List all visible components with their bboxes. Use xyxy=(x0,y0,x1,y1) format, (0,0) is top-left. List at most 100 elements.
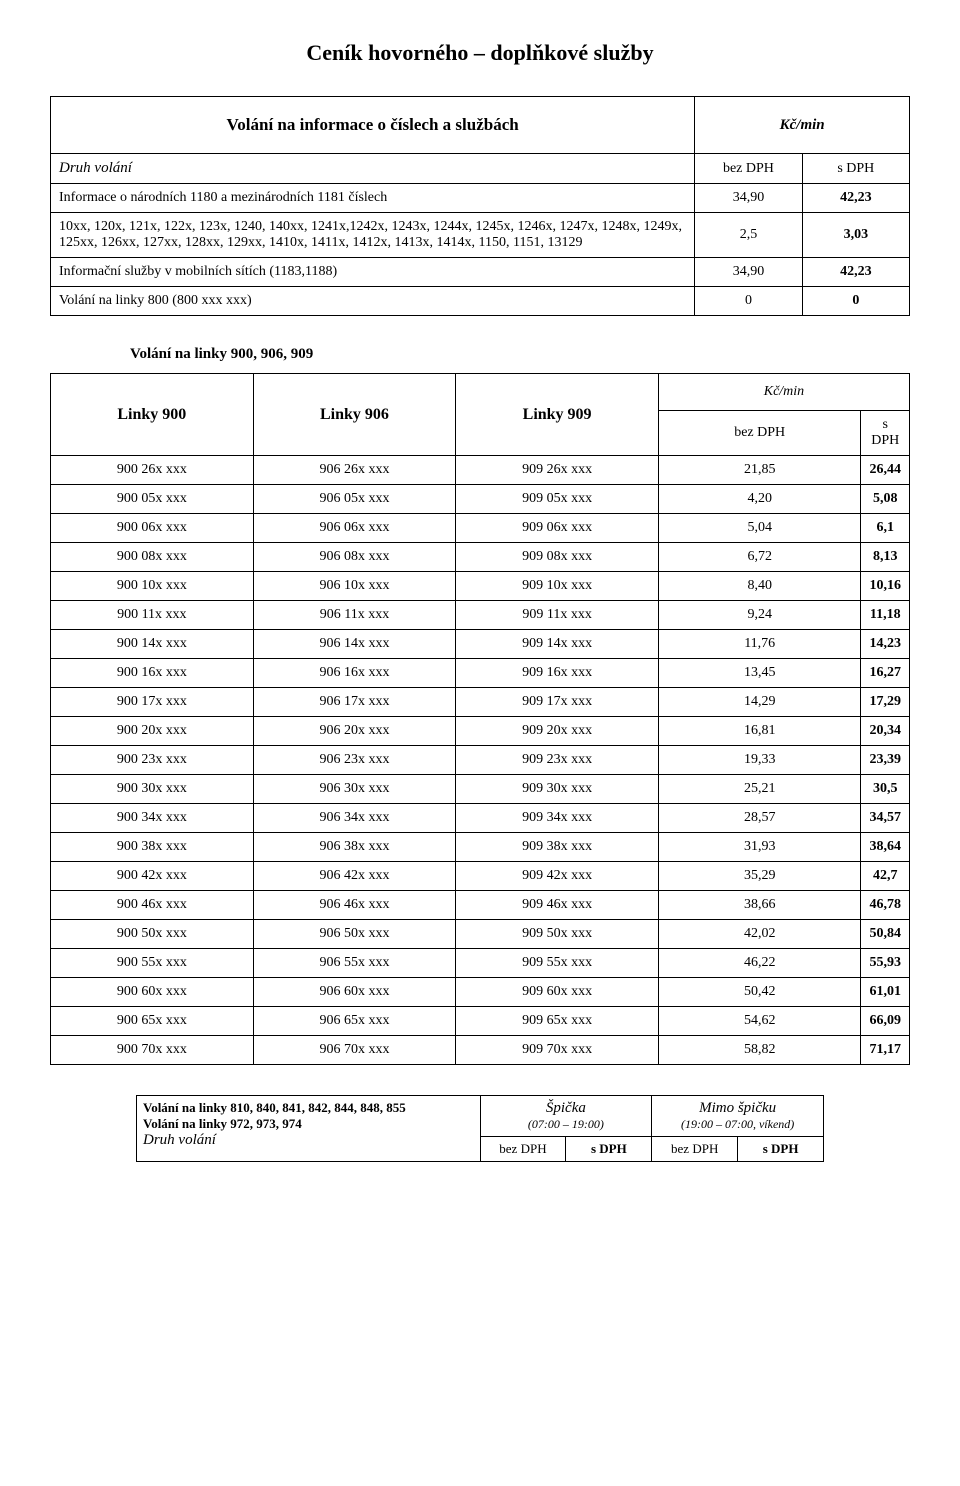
linky-cell: 909 50x xxx xyxy=(456,920,659,949)
linky-cell: 906 26x xxx xyxy=(253,456,456,485)
linky-cell: 900 23x xxx xyxy=(51,746,254,775)
linky-bez: 54,62 xyxy=(658,1007,861,1036)
linky-cell: 909 26x xxx xyxy=(456,456,659,485)
linky-s: 20,34 xyxy=(861,717,910,746)
linky-cell: 906 38x xxx xyxy=(253,833,456,862)
peak-title: Špička xyxy=(487,1100,646,1117)
linky-cell: 900 10x xxx xyxy=(51,572,254,601)
linky-cell: 906 08x xxx xyxy=(253,543,456,572)
peak-time: (07:00 – 19:00) xyxy=(487,1117,646,1132)
linky-cell: 906 20x xxx xyxy=(253,717,456,746)
linky-subtitle: Volání na linky 900, 906, 909 xyxy=(130,346,910,363)
linky-bez: 58,82 xyxy=(658,1036,861,1065)
info-table: Volání na informace o číslech a službách… xyxy=(50,96,910,316)
linky-cell: 909 55x xxx xyxy=(456,949,659,978)
offpeak-time: (19:00 – 07:00, víkend) xyxy=(658,1117,817,1132)
linky-cell: 906 46x xxx xyxy=(253,891,456,920)
linky-col-909: Linky 909 xyxy=(456,374,659,456)
linky-bez: 35,29 xyxy=(658,862,861,891)
info-row-desc: Informační služby v mobilních sítích (11… xyxy=(51,258,695,287)
linky-cell: 909 70x xxx xyxy=(456,1036,659,1065)
linky-cell: 900 60x xxx xyxy=(51,978,254,1007)
linky-s: 50,84 xyxy=(861,920,910,949)
linky-s: 23,39 xyxy=(861,746,910,775)
linky-table: Linky 900 Linky 906 Linky 909 Kč/min bez… xyxy=(50,373,910,1065)
linky-cell: 909 16x xxx xyxy=(456,659,659,688)
linky-s: 42,7 xyxy=(861,862,910,891)
linky-cell: 909 42x xxx xyxy=(456,862,659,891)
linky-s: 30,5 xyxy=(861,775,910,804)
linky-bez: 14,29 xyxy=(658,688,861,717)
linky-cell: 906 65x xxx xyxy=(253,1007,456,1036)
linky-bez: 11,76 xyxy=(658,630,861,659)
linky-cell: 909 23x xxx xyxy=(456,746,659,775)
linky-cell: 906 05x xxx xyxy=(253,485,456,514)
linky-bez: 46,22 xyxy=(658,949,861,978)
info-row-desc: Informace o národních 1180 a mezinárodní… xyxy=(51,184,695,213)
linky-bez: 50,42 xyxy=(658,978,861,1007)
linky-cell: 909 11x xxx xyxy=(456,601,659,630)
linky-bez: 31,93 xyxy=(658,833,861,862)
linky-cell: 909 20x xxx xyxy=(456,717,659,746)
linky-cell: 909 34x xxx xyxy=(456,804,659,833)
linky-s: 16,27 xyxy=(861,659,910,688)
info-row-bez: 2,5 xyxy=(695,213,802,258)
linky-cell: 900 70x xxx xyxy=(51,1036,254,1065)
linky-cell: 909 17x xxx xyxy=(456,688,659,717)
linky-cell: 900 06x xxx xyxy=(51,514,254,543)
info-heading: Volání na informace o číslech a službách xyxy=(59,103,686,147)
linky-bez: 21,85 xyxy=(658,456,861,485)
bottom-peak-bez: bez DPH xyxy=(480,1137,566,1162)
linky-col-s: s DPH xyxy=(861,411,910,456)
linky-col-900: Linky 900 xyxy=(51,374,254,456)
linky-s: 14,23 xyxy=(861,630,910,659)
linky-s: 6,1 xyxy=(861,514,910,543)
linky-s: 10,16 xyxy=(861,572,910,601)
linky-s: 11,18 xyxy=(861,601,910,630)
linky-s: 8,13 xyxy=(861,543,910,572)
linky-cell: 900 55x xxx xyxy=(51,949,254,978)
linky-col-bez: bez DPH xyxy=(658,411,861,456)
col-bez-dph: bez DPH xyxy=(695,154,802,184)
linky-cell: 906 10x xxx xyxy=(253,572,456,601)
info-row-s: 42,23 xyxy=(802,184,909,213)
linky-cell: 900 20x xxx xyxy=(51,717,254,746)
bottom-table: Volání na linky 810, 840, 841, 842, 844,… xyxy=(136,1095,824,1162)
linky-cell: 906 17x xxx xyxy=(253,688,456,717)
info-row-desc: Volání na linky 800 (800 xxx xxx) xyxy=(51,287,695,316)
linky-s: 46,78 xyxy=(861,891,910,920)
linky-bez: 25,21 xyxy=(658,775,861,804)
linky-cell: 906 50x xxx xyxy=(253,920,456,949)
linky-bez: 16,81 xyxy=(658,717,861,746)
linky-cell: 906 70x xxx xyxy=(253,1036,456,1065)
linky-cell: 900 50x xxx xyxy=(51,920,254,949)
offpeak-title: Mimo špičku xyxy=(658,1100,817,1117)
linky-cell: 909 38x xxx xyxy=(456,833,659,862)
linky-col-906: Linky 906 xyxy=(253,374,456,456)
linky-s: 55,93 xyxy=(861,949,910,978)
bottom-peak-s: s DPH xyxy=(566,1137,652,1162)
linky-s: 34,57 xyxy=(861,804,910,833)
linky-cell: 906 42x xxx xyxy=(253,862,456,891)
linky-bez: 38,66 xyxy=(658,891,861,920)
linky-cell: 909 08x xxx xyxy=(456,543,659,572)
linky-cell: 906 34x xxx xyxy=(253,804,456,833)
linky-cell: 909 06x xxx xyxy=(456,514,659,543)
linky-cell: 900 46x xxx xyxy=(51,891,254,920)
linky-cell: 900 17x xxx xyxy=(51,688,254,717)
linky-bez: 42,02 xyxy=(658,920,861,949)
linky-cell: 909 30x xxx xyxy=(456,775,659,804)
linky-cell: 900 34x xxx xyxy=(51,804,254,833)
linky-bez: 13,45 xyxy=(658,659,861,688)
linky-bez: 9,24 xyxy=(658,601,861,630)
linky-cell: 900 16x xxx xyxy=(51,659,254,688)
info-unit: Kč/min xyxy=(695,97,910,154)
linky-cell: 900 30x xxx xyxy=(51,775,254,804)
linky-bez: 28,57 xyxy=(658,804,861,833)
linky-s: 38,64 xyxy=(861,833,910,862)
info-row-bez: 34,90 xyxy=(695,184,802,213)
linky-s: 61,01 xyxy=(861,978,910,1007)
linky-cell: 909 60x xxx xyxy=(456,978,659,1007)
info-row-desc: 10xx, 120x, 121x, 122x, 123x, 1240, 140x… xyxy=(51,213,695,258)
bottom-off-s: s DPH xyxy=(738,1137,824,1162)
